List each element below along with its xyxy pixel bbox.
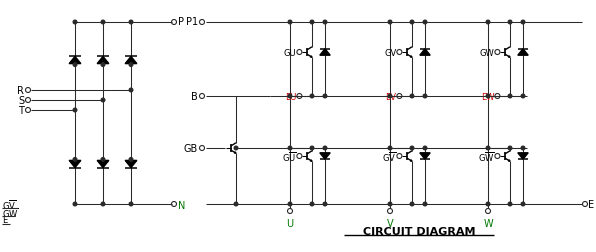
Circle shape: [234, 147, 238, 150]
Circle shape: [508, 147, 512, 150]
Circle shape: [73, 64, 77, 67]
Circle shape: [101, 64, 105, 67]
Circle shape: [423, 202, 427, 206]
Circle shape: [388, 95, 392, 99]
Circle shape: [423, 95, 427, 99]
Text: EW: EW: [481, 92, 495, 101]
Text: B: B: [191, 92, 198, 102]
Circle shape: [521, 21, 525, 25]
Text: GW: GW: [480, 48, 495, 57]
Polygon shape: [97, 57, 109, 64]
Circle shape: [521, 147, 525, 150]
Polygon shape: [508, 57, 510, 58]
Polygon shape: [320, 153, 330, 160]
Text: GB: GB: [184, 143, 198, 153]
Circle shape: [101, 202, 105, 206]
Circle shape: [388, 147, 392, 150]
Circle shape: [73, 158, 77, 162]
Text: G$\overline{\rm W}$: G$\overline{\rm W}$: [477, 149, 495, 163]
Circle shape: [73, 21, 77, 25]
Polygon shape: [518, 50, 528, 56]
Circle shape: [234, 202, 238, 206]
Circle shape: [410, 147, 414, 150]
Text: GV: GV: [384, 48, 396, 57]
Polygon shape: [420, 50, 430, 56]
Circle shape: [323, 202, 327, 206]
Circle shape: [310, 202, 314, 206]
Text: S: S: [18, 96, 24, 106]
Circle shape: [129, 64, 133, 67]
Circle shape: [310, 95, 314, 99]
Text: U: U: [287, 218, 294, 228]
Circle shape: [129, 202, 133, 206]
Polygon shape: [518, 153, 528, 160]
Text: CIRCUIT DIAGRAM: CIRCUIT DIAGRAM: [363, 226, 475, 236]
Circle shape: [486, 95, 490, 99]
Polygon shape: [311, 160, 312, 162]
Text: EU: EU: [285, 92, 296, 101]
Circle shape: [410, 202, 414, 206]
Circle shape: [129, 21, 133, 25]
Text: P: P: [178, 17, 184, 27]
Polygon shape: [125, 57, 137, 64]
Polygon shape: [420, 153, 430, 160]
Circle shape: [388, 21, 392, 25]
Circle shape: [101, 21, 105, 25]
Text: W: W: [483, 218, 493, 228]
Polygon shape: [69, 57, 81, 64]
Circle shape: [310, 147, 314, 150]
Text: G$\overline{\rm V}$: G$\overline{\rm V}$: [2, 197, 16, 211]
Text: T: T: [18, 106, 24, 115]
Polygon shape: [97, 161, 109, 168]
Text: EV: EV: [386, 92, 396, 101]
Circle shape: [521, 202, 525, 206]
Circle shape: [410, 21, 414, 25]
Text: R: R: [17, 86, 24, 96]
Circle shape: [410, 95, 414, 99]
Circle shape: [73, 109, 77, 112]
Text: V: V: [387, 218, 393, 228]
Polygon shape: [69, 161, 81, 168]
Circle shape: [486, 21, 490, 25]
Circle shape: [129, 89, 133, 92]
Circle shape: [508, 95, 512, 99]
Text: GU: GU: [284, 48, 296, 57]
Text: G$\overline{\rm W}$: G$\overline{\rm W}$: [2, 205, 18, 219]
Text: P1: P1: [186, 17, 198, 27]
Circle shape: [323, 21, 327, 25]
Text: E: E: [2, 216, 7, 225]
Circle shape: [73, 202, 77, 206]
Circle shape: [288, 21, 292, 25]
Polygon shape: [125, 161, 137, 168]
Polygon shape: [411, 57, 412, 58]
Circle shape: [508, 21, 512, 25]
Circle shape: [323, 147, 327, 150]
Circle shape: [288, 147, 292, 150]
Circle shape: [388, 202, 392, 206]
Circle shape: [288, 95, 292, 99]
Polygon shape: [411, 160, 412, 162]
Text: E: E: [588, 199, 594, 209]
Circle shape: [323, 95, 327, 99]
Text: G$\overline{\rm V}$: G$\overline{\rm V}$: [382, 149, 396, 163]
Circle shape: [101, 99, 105, 102]
Circle shape: [423, 147, 427, 150]
Circle shape: [521, 95, 525, 99]
Circle shape: [129, 158, 133, 162]
Circle shape: [423, 21, 427, 25]
Circle shape: [486, 202, 490, 206]
Circle shape: [508, 202, 512, 206]
Text: N: N: [178, 200, 185, 210]
Circle shape: [288, 202, 292, 206]
Polygon shape: [311, 57, 312, 58]
Polygon shape: [234, 152, 236, 153]
Text: G$\overline{\rm U}$: G$\overline{\rm U}$: [282, 149, 296, 163]
Circle shape: [101, 158, 105, 162]
Polygon shape: [320, 50, 330, 56]
Circle shape: [486, 147, 490, 150]
Circle shape: [310, 21, 314, 25]
Polygon shape: [508, 160, 510, 162]
